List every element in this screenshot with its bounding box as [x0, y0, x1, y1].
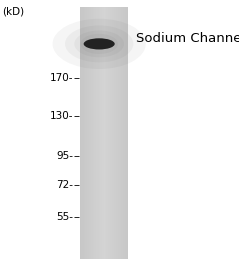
Bar	[98, 7, 99, 259]
Bar	[104, 7, 105, 259]
Bar	[105, 7, 106, 259]
Bar	[113, 7, 114, 259]
Bar	[118, 7, 119, 259]
Text: 95-: 95-	[56, 151, 73, 161]
Bar	[85, 7, 86, 259]
Bar	[104, 7, 105, 259]
Bar	[84, 7, 85, 259]
Bar	[102, 7, 103, 259]
Bar	[122, 7, 123, 259]
Bar	[106, 7, 107, 259]
Bar	[115, 7, 116, 259]
Text: (kD): (kD)	[2, 7, 25, 17]
Ellipse shape	[74, 31, 124, 57]
Bar	[90, 7, 91, 259]
Bar	[95, 7, 96, 259]
Bar	[109, 7, 110, 259]
Bar	[117, 7, 118, 259]
Bar	[94, 7, 95, 259]
Bar	[86, 7, 87, 259]
Bar	[125, 7, 126, 259]
Bar	[89, 7, 90, 259]
Ellipse shape	[84, 38, 115, 49]
Bar	[88, 7, 89, 259]
Bar	[102, 7, 103, 259]
Bar	[112, 7, 113, 259]
Bar	[87, 7, 88, 259]
Bar	[88, 7, 89, 259]
Bar	[80, 7, 81, 259]
Bar	[107, 7, 108, 259]
Bar	[108, 7, 109, 259]
Bar	[118, 7, 119, 259]
Bar	[126, 7, 127, 259]
Bar	[123, 7, 124, 259]
Bar	[91, 7, 92, 259]
Bar	[119, 7, 120, 259]
Bar	[96, 7, 97, 259]
Bar	[92, 7, 93, 259]
Bar	[103, 7, 104, 259]
Text: 55-: 55-	[56, 212, 73, 222]
Ellipse shape	[65, 26, 133, 62]
Bar	[122, 7, 123, 259]
Bar	[81, 7, 82, 259]
Ellipse shape	[53, 19, 146, 69]
Bar	[111, 7, 112, 259]
Bar	[101, 7, 102, 259]
Bar	[106, 7, 107, 259]
Bar	[100, 7, 101, 259]
Bar	[96, 7, 97, 259]
Bar	[125, 7, 126, 259]
Bar	[84, 7, 85, 259]
Bar	[97, 7, 98, 259]
Bar	[110, 7, 111, 259]
Bar	[110, 7, 111, 259]
Bar	[124, 7, 125, 259]
Bar	[98, 7, 99, 259]
Text: Sodium Channel-pan: Sodium Channel-pan	[136, 32, 239, 45]
Bar	[112, 7, 113, 259]
Bar	[91, 7, 92, 259]
Text: 170-: 170-	[49, 73, 73, 84]
Bar	[124, 7, 125, 259]
Bar	[121, 7, 122, 259]
Bar	[94, 7, 95, 259]
Text: 130-: 130-	[49, 111, 73, 121]
Bar	[100, 7, 101, 259]
Bar	[82, 7, 83, 259]
Text: 72-: 72-	[56, 180, 73, 190]
Bar	[120, 7, 121, 259]
Bar	[83, 7, 84, 259]
Bar	[93, 7, 94, 259]
Bar	[114, 7, 115, 259]
Bar	[127, 7, 128, 259]
Bar	[116, 7, 117, 259]
Ellipse shape	[81, 34, 118, 54]
Bar	[92, 7, 93, 259]
Bar	[82, 7, 83, 259]
Bar	[103, 7, 104, 259]
Bar	[99, 7, 100, 259]
